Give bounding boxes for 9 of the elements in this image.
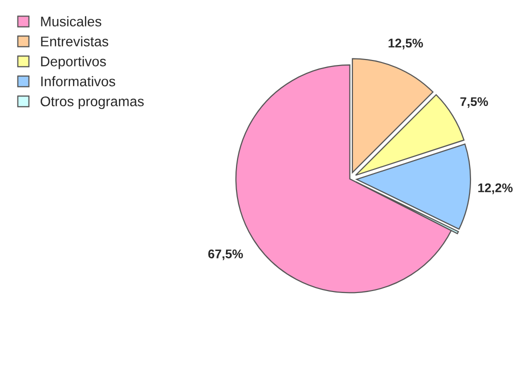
data-label: 7,5% — [460, 97, 488, 108]
legend-label: Otros programas — [40, 96, 144, 110]
data-label: 12,2% — [478, 183, 513, 194]
data-label: 67,5% — [208, 250, 243, 260]
legend-label: Musicales — [41, 16, 102, 26]
legend-label: Deportivos — [41, 56, 106, 70]
legend-label: Entrevistas — [41, 36, 108, 46]
legend-label: Informativos — [41, 76, 116, 86]
data-label: 12,5% — [388, 38, 423, 50]
